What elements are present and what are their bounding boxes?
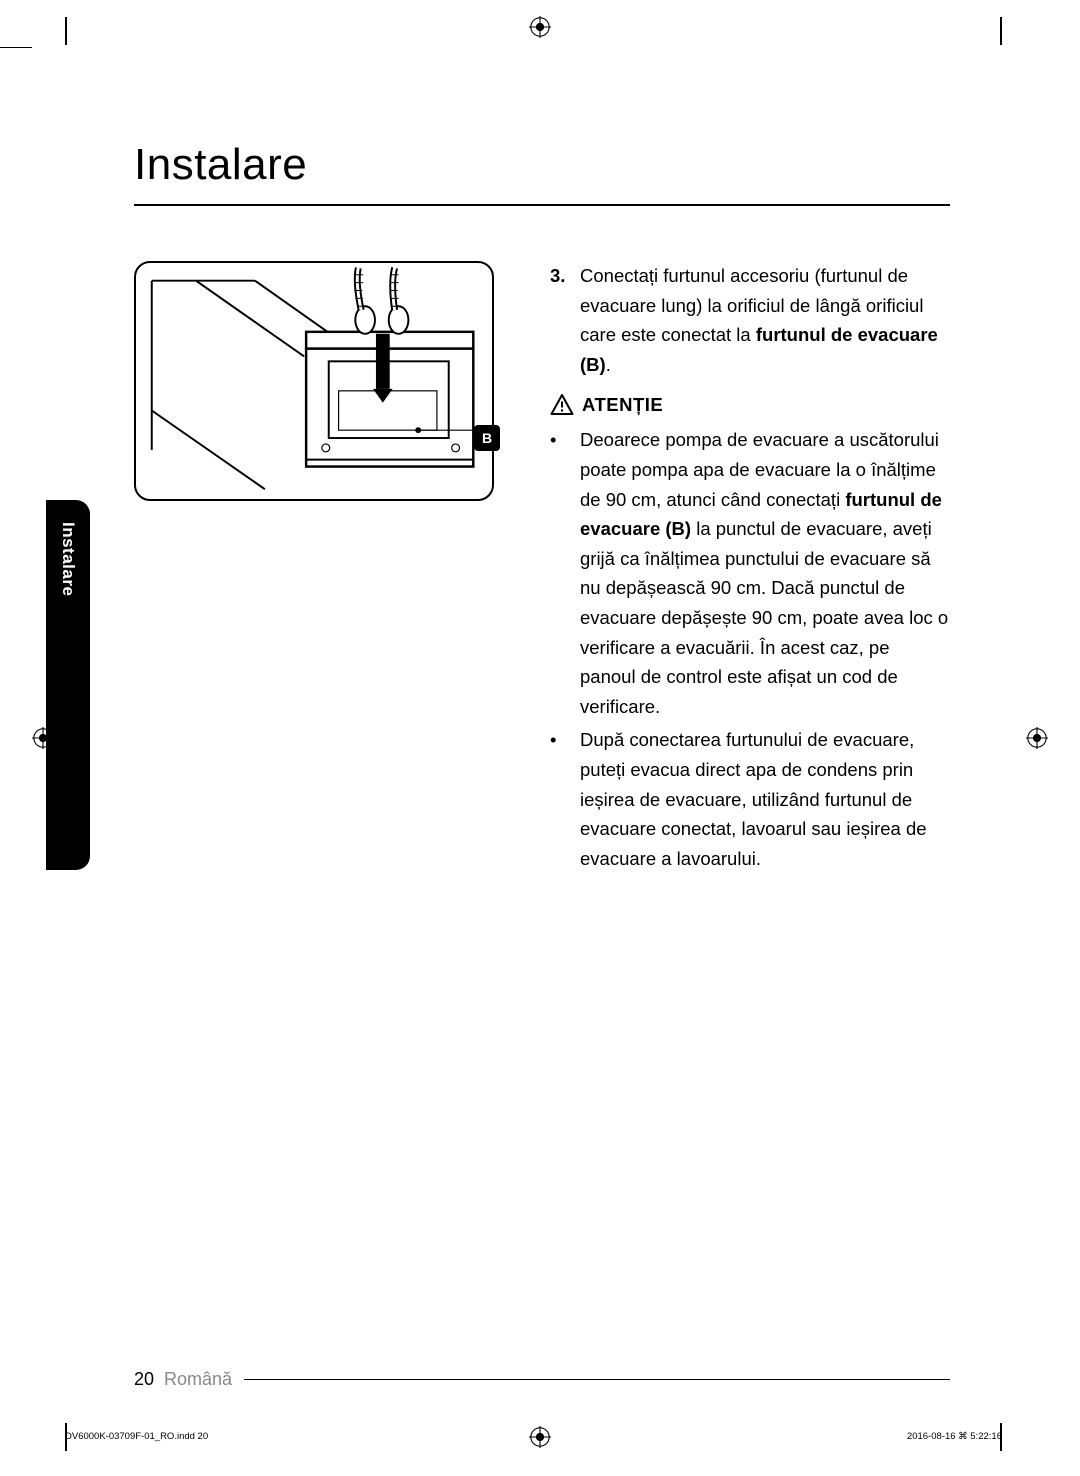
caution-heading: ATENȚIE [550, 393, 950, 417]
page-title: Instalare [134, 140, 950, 190]
print-metadata: DV6000K-03709F-01_RO.indd 20 2016-08-16 … [65, 1431, 1002, 1442]
registration-mark-icon [1026, 727, 1048, 749]
installation-diagram [134, 261, 494, 501]
step-number: 3. [550, 261, 580, 379]
diagram-label-b: B [474, 425, 500, 451]
step-text: Conectați furtunul accesoriu (furtunul d… [580, 261, 950, 379]
registration-mark-icon [529, 16, 551, 38]
footer-rule [244, 1379, 950, 1380]
list-item: • După conectarea furtunului de evacuare… [550, 725, 950, 873]
page-number: 20 [134, 1369, 154, 1390]
print-timestamp: 2016-08-16 ⌘ 5:22:16 [907, 1431, 1002, 1442]
step-3: 3. Conectați furtunul accesoriu (furtunu… [550, 261, 950, 379]
warning-icon [550, 393, 574, 417]
language-label: Română [164, 1369, 232, 1390]
caution-list: • Deoarece pompa de evacuare a uscătorul… [550, 425, 950, 873]
print-file: DV6000K-03709F-01_RO.indd 20 [65, 1431, 208, 1442]
side-tab: Instalare [46, 500, 90, 870]
title-rule [134, 204, 950, 206]
caution-label: ATENȚIE [582, 394, 663, 416]
side-tab-label: Instalare [58, 522, 78, 596]
page-footer: 20 Română [134, 1369, 950, 1390]
list-item: • Deoarece pompa de evacuare a uscătorul… [550, 425, 950, 721]
